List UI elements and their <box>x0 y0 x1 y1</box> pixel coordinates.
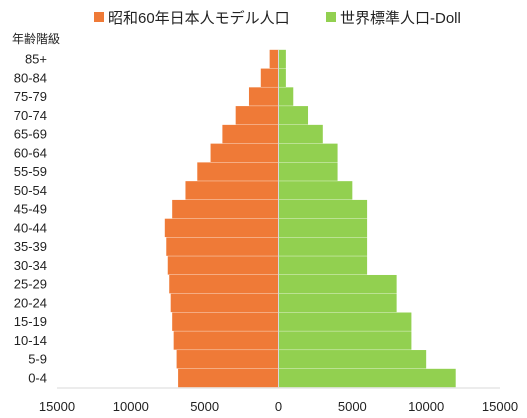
bar-series-1-80-84 <box>278 68 286 87</box>
x-tick-label: 5000 <box>190 399 219 414</box>
y-tick-label: 0-4 <box>28 371 47 386</box>
bar-series-1-10-14 <box>278 331 412 350</box>
x-tick-label: 10000 <box>113 399 149 414</box>
x-tick-label: 10000 <box>408 399 444 414</box>
legend-swatch-series-0 <box>94 12 104 22</box>
bar-series-0-40-44 <box>164 218 279 238</box>
legend-swatch-series-1 <box>326 12 336 22</box>
y-tick-label: 45-49 <box>14 202 47 217</box>
x-tick-label: 0 <box>275 399 282 414</box>
bar-series-0-20-24 <box>170 293 279 313</box>
bar-series-1-20-24 <box>278 293 397 313</box>
y-tick-label: 30-34 <box>14 258 47 273</box>
bar-series-1-50-54 <box>278 181 353 200</box>
bar-series-0-0-4 <box>178 368 279 388</box>
y-tick-label: 35-39 <box>14 239 47 254</box>
y-tick-label: 40-44 <box>14 220 47 235</box>
y-tick-label: 75-79 <box>14 89 47 104</box>
bar-series-1-0-4 <box>278 368 456 388</box>
y-tick-label: 5-9 <box>28 352 47 367</box>
legend: 昭和60年日本人モデル人口 世界標準人口-Doll <box>94 9 461 27</box>
bars-group <box>164 49 456 388</box>
y-tick-label: 50-54 <box>14 183 47 198</box>
bar-series-0-15-19 <box>172 312 279 331</box>
x-tick-label: 5000 <box>338 399 367 414</box>
bar-series-1-45-49 <box>278 199 368 219</box>
y-tick-label: 85+ <box>25 52 47 67</box>
bar-series-1-65-69 <box>278 124 323 144</box>
bar-series-0-55-59 <box>197 162 279 181</box>
bar-series-0-35-39 <box>166 237 279 256</box>
bar-series-0-10-14 <box>173 331 279 350</box>
bar-series-0-70-74 <box>235 106 279 125</box>
bar-series-1-70-74 <box>278 106 309 125</box>
legend-label-series-1: 世界標準人口-Doll <box>340 10 461 27</box>
y-axis-title: 年齢階級 <box>12 31 60 46</box>
bar-series-1-55-59 <box>278 162 338 181</box>
x-tick-label: 15000 <box>39 399 75 414</box>
y-tick-label: 60-64 <box>14 145 47 160</box>
x-axis: 15000 10000 5000 0 5000 10000 15000 <box>39 49 518 414</box>
y-tick-label: 80-84 <box>14 70 47 85</box>
bar-series-1-25-29 <box>278 274 397 294</box>
bar-series-0-30-34 <box>167 256 279 275</box>
bar-series-0-85+ <box>269 49 279 69</box>
bar-series-1-30-34 <box>278 256 368 275</box>
bar-series-0-5-9 <box>176 350 279 369</box>
bar-series-1-75-79 <box>278 87 294 106</box>
y-tick-label: 55-59 <box>14 164 47 179</box>
y-tick-label: 10-14 <box>14 333 47 348</box>
y-tick-label: 25-29 <box>14 277 47 292</box>
y-tick-label: 20-24 <box>14 295 47 310</box>
y-tick-label: 65-69 <box>14 127 47 142</box>
bar-series-1-40-44 <box>278 218 368 238</box>
x-tick-label: 15000 <box>482 399 518 414</box>
bar-series-1-5-9 <box>278 350 427 369</box>
bar-series-0-25-29 <box>169 274 279 294</box>
bar-series-0-60-64 <box>210 143 279 163</box>
bar-series-1-85+ <box>278 49 286 69</box>
bar-series-0-75-79 <box>248 87 279 106</box>
bar-series-0-65-69 <box>222 124 279 144</box>
y-tick-labels: 0-4 5-9 10-14 15-19 20-24 25-29 30-34 35-39 40-4… <box>14 52 47 386</box>
bar-series-0-80-84 <box>260 68 279 87</box>
legend-label-series-0: 昭和60年日本人モデル人口 <box>108 9 290 27</box>
bar-series-1-35-39 <box>278 237 368 256</box>
bar-series-1-15-19 <box>278 312 412 331</box>
bar-series-0-45-49 <box>172 199 279 219</box>
bar-series-0-50-54 <box>185 181 279 200</box>
bar-series-1-60-64 <box>278 143 338 163</box>
y-tick-label: 70-74 <box>14 108 47 123</box>
y-tick-label: 15-19 <box>14 314 47 329</box>
